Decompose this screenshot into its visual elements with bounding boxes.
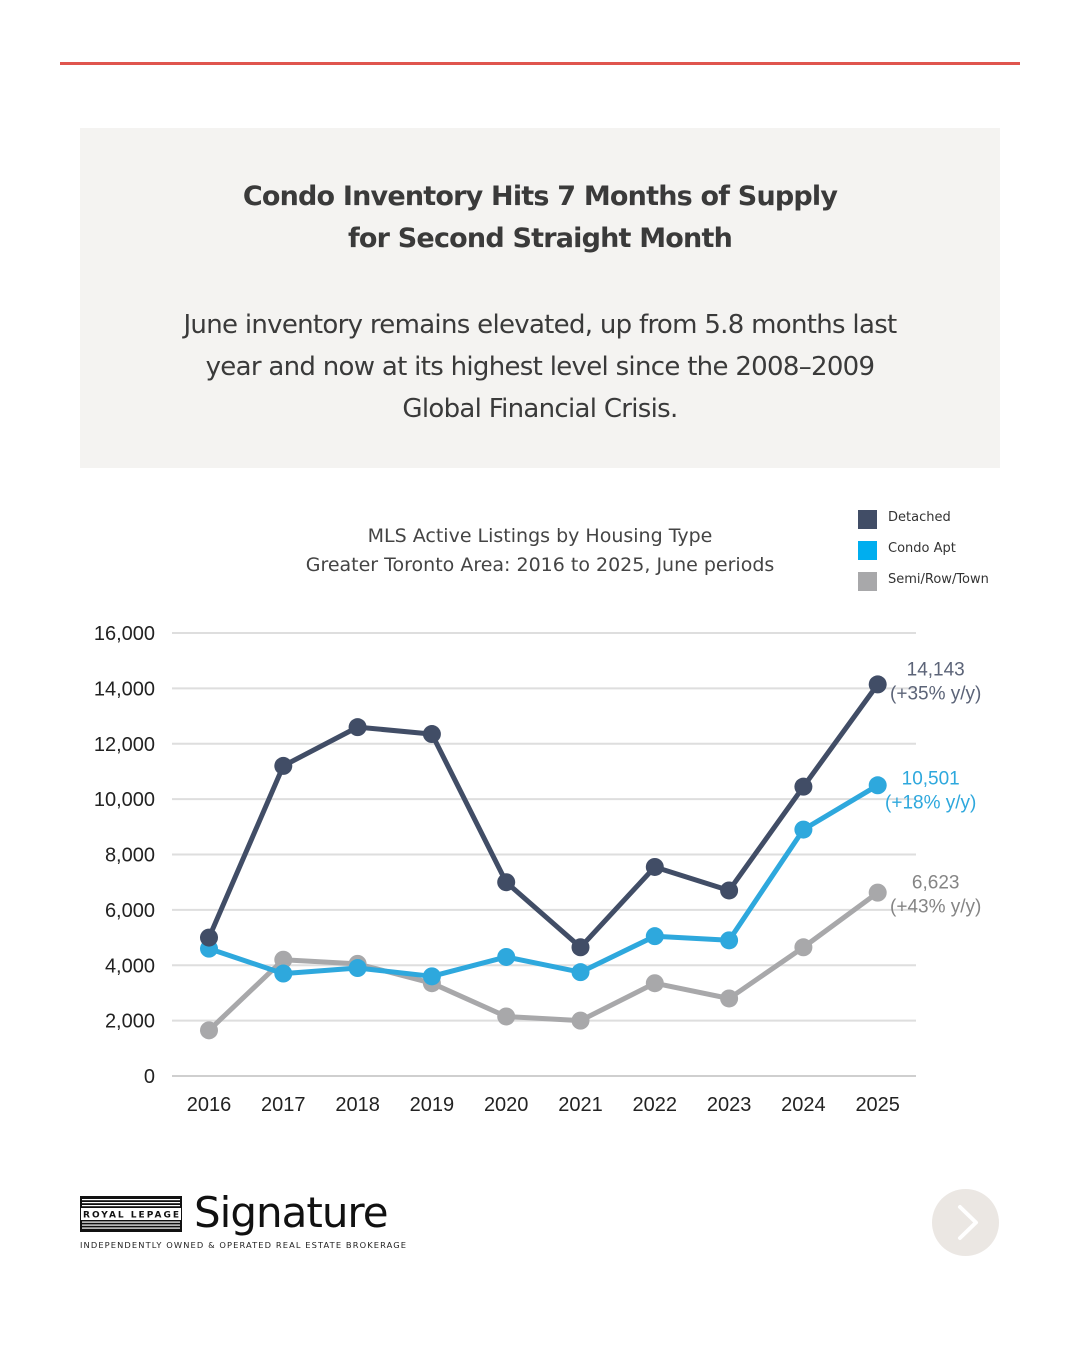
legend-label-condo-apt: Condo Apt — [888, 541, 956, 556]
subheadline-line-3: Global Financial Crisis. — [402, 394, 678, 424]
y-tick-label: 14,000 — [94, 678, 155, 700]
x-tick-label: 2018 — [335, 1094, 380, 1116]
logo-tagline: INDEPENDENTLY OWNED & OPERATED REAL ESTA… — [80, 1240, 408, 1250]
legend-label-semi-row-town: Semi/Row/Town — [888, 572, 989, 587]
subheadline-line-1: June inventory remains elevated, up from… — [183, 310, 897, 340]
x-tick-label: 2024 — [781, 1094, 826, 1116]
y-tick-label: 16,000 — [94, 623, 155, 645]
y-tick-label: 12,000 — [94, 734, 155, 756]
header-panel: Condo Inventory Hits 7 Months of Supply … — [80, 128, 1000, 468]
series-line-semi-row-town — [206, 890, 881, 1033]
data-point-semi-row-town — [645, 974, 664, 993]
data-point-condo-apt — [868, 776, 887, 795]
x-tick-label: 2021 — [558, 1094, 603, 1116]
headline-line-2: for Second Straight Month — [347, 223, 733, 254]
headline: Condo Inventory Hits 7 Months of Supply … — [230, 176, 850, 260]
y-tick-label: 8,000 — [105, 845, 155, 867]
x-tick-label: 2017 — [261, 1094, 306, 1116]
data-point-detached — [200, 928, 218, 947]
data-point-detached — [571, 938, 590, 957]
subheadline-line-2: year and now at its highest level since … — [205, 352, 875, 382]
x-tick-label: 2022 — [633, 1094, 678, 1116]
data-point-semi-row-town — [200, 1021, 218, 1040]
data-point-condo-apt — [422, 967, 441, 986]
legend-swatch-detached — [858, 510, 877, 529]
chart-title: MLS Active Listings by Housing Type — [367, 525, 713, 547]
data-point-detached — [868, 675, 887, 694]
data-point-condo-apt — [720, 931, 739, 950]
royal-lepage-logo: ROYAL LEPAGE — [80, 1196, 182, 1232]
y-tick-label: 4,000 — [105, 955, 155, 977]
x-tick-label: 2019 — [410, 1094, 455, 1116]
end-change-label-semi-row-town: (+43% y/y) — [890, 897, 981, 918]
data-point-condo-apt — [274, 964, 293, 983]
chart-title-block: MLS Active Listings by Housing Type Grea… — [270, 522, 810, 580]
chevron-right-icon — [958, 1205, 978, 1240]
chart-subtitle: Greater Toronto Area: 2016 to 2025, June… — [305, 554, 775, 576]
data-point-semi-row-town — [794, 938, 813, 957]
data-point-detached — [422, 725, 441, 744]
data-point-detached — [645, 857, 664, 876]
data-point-condo-apt — [571, 963, 590, 982]
end-value-label-semi-row-town: 6,623 — [912, 873, 960, 894]
series-line-condo-apt — [206, 782, 881, 979]
data-point-semi-row-town — [720, 989, 739, 1008]
data-point-detached — [274, 756, 293, 775]
data-point-semi-row-town — [571, 1011, 590, 1030]
logo-wordmark: Signature — [194, 1188, 389, 1237]
end-change-label-detached: (+35% y/y) — [890, 683, 981, 704]
end-change-label-condo-apt: (+18% y/y) — [885, 792, 976, 813]
data-point-semi-row-town — [868, 883, 887, 902]
x-tick-label: 2020 — [484, 1094, 529, 1116]
series-line-detached — [206, 681, 881, 950]
data-point-semi-row-town — [497, 1007, 516, 1026]
data-point-detached — [348, 718, 367, 737]
y-tick-label: 0 — [144, 1066, 155, 1088]
data-point-condo-apt — [348, 959, 367, 978]
data-point-condo-apt — [497, 947, 516, 966]
headline-line-1: Condo Inventory Hits 7 Months of Supply — [242, 181, 838, 212]
x-tick-label: 2023 — [707, 1094, 752, 1116]
data-point-condo-apt — [794, 820, 813, 839]
logo-brand-text: ROYAL LEPAGE — [83, 1211, 179, 1221]
subheadline: June inventory remains elevated, up from… — [160, 304, 920, 430]
data-point-detached — [720, 881, 739, 900]
line-chart: 0 2,000 4,000 6,000 8,000 10,000 12,000 14,000 1… — [94, 623, 982, 1116]
legend-swatch-semi-row-town — [858, 572, 877, 591]
data-point-detached — [497, 873, 516, 892]
data-point-detached — [794, 777, 813, 796]
end-value-label-detached: 14,143 — [907, 659, 965, 680]
data-point-semi-row-town — [274, 950, 293, 969]
y-tick-label: 6,000 — [105, 900, 155, 922]
x-tick-label: 2016 — [187, 1094, 232, 1116]
legend-swatch-condo-apt — [858, 541, 877, 560]
legend-label-detached: Detached — [888, 510, 951, 525]
y-tick-label: 10,000 — [94, 789, 155, 811]
next-slide-button[interactable] — [932, 1189, 999, 1256]
y-tick-label: 2,000 — [105, 1011, 155, 1033]
end-value-label-condo-apt: 10,501 — [902, 768, 960, 789]
data-point-condo-apt — [645, 927, 664, 946]
top-accent-rule — [60, 62, 1020, 65]
x-tick-label: 2025 — [855, 1094, 900, 1116]
